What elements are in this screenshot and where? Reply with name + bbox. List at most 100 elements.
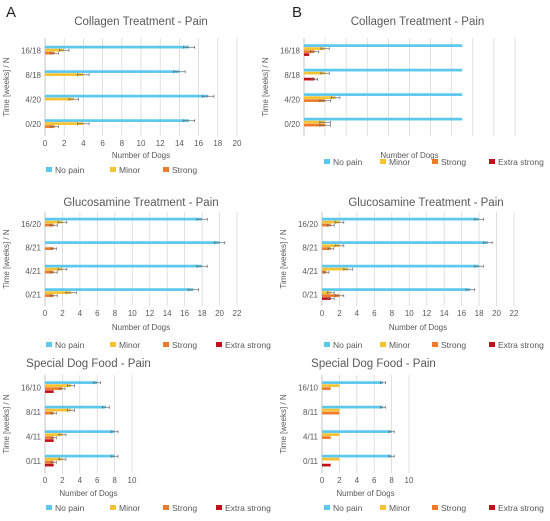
x-tick-label: 20 bbox=[215, 309, 224, 318]
bar-no-pain bbox=[45, 405, 106, 409]
bar-no-pain bbox=[45, 454, 115, 458]
x-tick-label: 6 bbox=[95, 309, 100, 318]
bar-strong bbox=[322, 223, 331, 227]
x-tick-label: 2 bbox=[337, 476, 342, 485]
bar-minor bbox=[304, 120, 326, 124]
collagen-chart-b: Collagen Treatment - Pain Number of Dogs T… bbox=[261, 16, 544, 167]
x-tick-label: 12 bbox=[156, 139, 165, 148]
legend-label-extra-strong: Extra strong bbox=[498, 340, 544, 350]
x-tick-label: 10 bbox=[128, 476, 137, 485]
x-tick-label: 14 bbox=[175, 139, 184, 148]
bar-no-pain bbox=[322, 430, 392, 433]
bar-no-pain bbox=[304, 44, 463, 47]
y-tick-label: 8/11 bbox=[303, 408, 319, 417]
legend-label-strong: Strong bbox=[172, 165, 197, 175]
bar-no-pain bbox=[304, 93, 463, 96]
y-tick-label: 16/10 bbox=[298, 383, 319, 392]
bar-strong bbox=[304, 123, 326, 127]
y-tick-label: 0/20 bbox=[284, 120, 300, 129]
bar-no-pain bbox=[45, 94, 209, 98]
bar-no-pain bbox=[45, 70, 180, 73]
legend-swatch-minor bbox=[110, 167, 116, 172]
x-tick-label: 6 bbox=[100, 139, 105, 148]
bar-no-pain bbox=[45, 381, 98, 384]
legend-label-strong: Strong bbox=[172, 503, 197, 513]
bar-minor bbox=[322, 384, 340, 387]
bar-minor bbox=[45, 122, 84, 125]
legend-swatch-no-pain bbox=[46, 342, 52, 347]
bar-strong bbox=[45, 436, 54, 439]
x-tick-label: 22 bbox=[510, 309, 519, 318]
x-tick-label: 18 bbox=[475, 309, 484, 318]
bar-strong bbox=[45, 247, 54, 250]
x-tick-label: 20 bbox=[492, 309, 501, 318]
x-axis-label: Number of Dogs bbox=[112, 151, 170, 160]
bar-minor bbox=[322, 408, 340, 412]
glucosamine-chart-b: Glucosamine Treatment - Pain 0 2 4 6 8 10 12 14 1… bbox=[279, 197, 544, 350]
y-tick-label: 0/21 bbox=[302, 290, 318, 299]
x-tick-label: 0 bbox=[320, 476, 325, 485]
bar-no-pain bbox=[322, 288, 471, 291]
legend-label-no-pain: No pain bbox=[55, 503, 85, 513]
dog-food-chart-b: Special Dog Food - Pain 0 2 4 6 8 10 Number of … bbox=[279, 358, 544, 513]
legend-label-no-pain: No pain bbox=[333, 503, 363, 513]
bar-no-pain bbox=[45, 264, 203, 268]
legend-swatch-strong bbox=[163, 167, 169, 172]
chart-title: Collagen Treatment - Pain bbox=[351, 16, 485, 28]
x-tick-label: 0 bbox=[43, 139, 48, 148]
bar-strong bbox=[45, 223, 54, 227]
y-tick-label: 8/18 bbox=[284, 71, 300, 80]
x-axis-label: Number of Dogs bbox=[59, 489, 117, 498]
collagen-chart-a: Collagen Treatment - Pain 0 2 4 6 8 10 12 14 16 18… bbox=[2, 16, 242, 175]
x-tick-label: 2 bbox=[62, 139, 67, 148]
x-tick-label: 2 bbox=[337, 309, 342, 318]
x-tick-label: 0 bbox=[43, 309, 48, 318]
legend-swatch-no-pain bbox=[46, 505, 52, 510]
x-tick-label: 10 bbox=[137, 139, 146, 148]
legend-label-extra-strong: Extra strong bbox=[498, 503, 544, 513]
bar-extra-strong bbox=[304, 77, 315, 81]
legend-label-minor: Minor bbox=[119, 165, 140, 175]
legend-swatch-no-pain bbox=[324, 159, 330, 164]
x-tick-label: 18 bbox=[213, 139, 222, 148]
bar-minor bbox=[45, 408, 72, 412]
x-tick-label: 18 bbox=[198, 309, 207, 318]
chart-title: Special Dog Food - Pain bbox=[26, 358, 151, 370]
bar-strong bbox=[45, 51, 55, 55]
y-axis-label: Time [weeks] / N bbox=[279, 394, 288, 453]
bar-strong bbox=[45, 270, 54, 274]
y-tick-label: 8/21 bbox=[302, 243, 318, 252]
dog-food-chart-a: Special Dog Food - Pain 0 2 4 6 8 10 Number of … bbox=[2, 358, 271, 513]
x-tick-label: 20 bbox=[233, 139, 242, 148]
bar-minor bbox=[304, 71, 326, 75]
legend-label-strong: Strong bbox=[441, 340, 466, 350]
bar-extra-strong bbox=[322, 297, 331, 300]
bar-strong bbox=[322, 411, 340, 415]
bar-no-pain bbox=[322, 264, 480, 268]
legend-label-no-pain: No pain bbox=[333, 340, 363, 350]
y-tick-label: 0/11 bbox=[26, 457, 42, 466]
x-tick-label: 6 bbox=[372, 476, 377, 485]
legend-swatch-extra-strong bbox=[216, 505, 222, 510]
x-tick-label: 6 bbox=[372, 309, 377, 318]
x-tick-label: 16 bbox=[194, 139, 203, 148]
y-tick-label: 8/21 bbox=[25, 243, 41, 252]
bar-no-pain bbox=[45, 45, 189, 49]
chart-title: Collagen Treatment - Pain bbox=[74, 16, 208, 28]
x-tick-label: 22 bbox=[233, 309, 242, 318]
y-axis-label: Time [weeks] / N bbox=[279, 229, 288, 288]
bar-minor bbox=[322, 291, 331, 294]
legend-label-minor: Minor bbox=[389, 503, 410, 513]
bar-minor bbox=[45, 291, 72, 294]
x-tick-label: 0 bbox=[43, 476, 48, 485]
x-tick-label: 4 bbox=[78, 476, 83, 485]
legend-swatch-minor bbox=[380, 505, 386, 510]
x-tick-label: 2 bbox=[60, 476, 65, 485]
bar-no-pain bbox=[322, 405, 383, 409]
bar-minor bbox=[322, 267, 349, 271]
legend-swatch-extra-strong bbox=[216, 342, 222, 347]
y-tick-label: 16/20 bbox=[21, 220, 42, 229]
bar-minor bbox=[45, 384, 72, 387]
bar-no-pain bbox=[322, 381, 383, 384]
bar-no-pain bbox=[45, 119, 189, 122]
